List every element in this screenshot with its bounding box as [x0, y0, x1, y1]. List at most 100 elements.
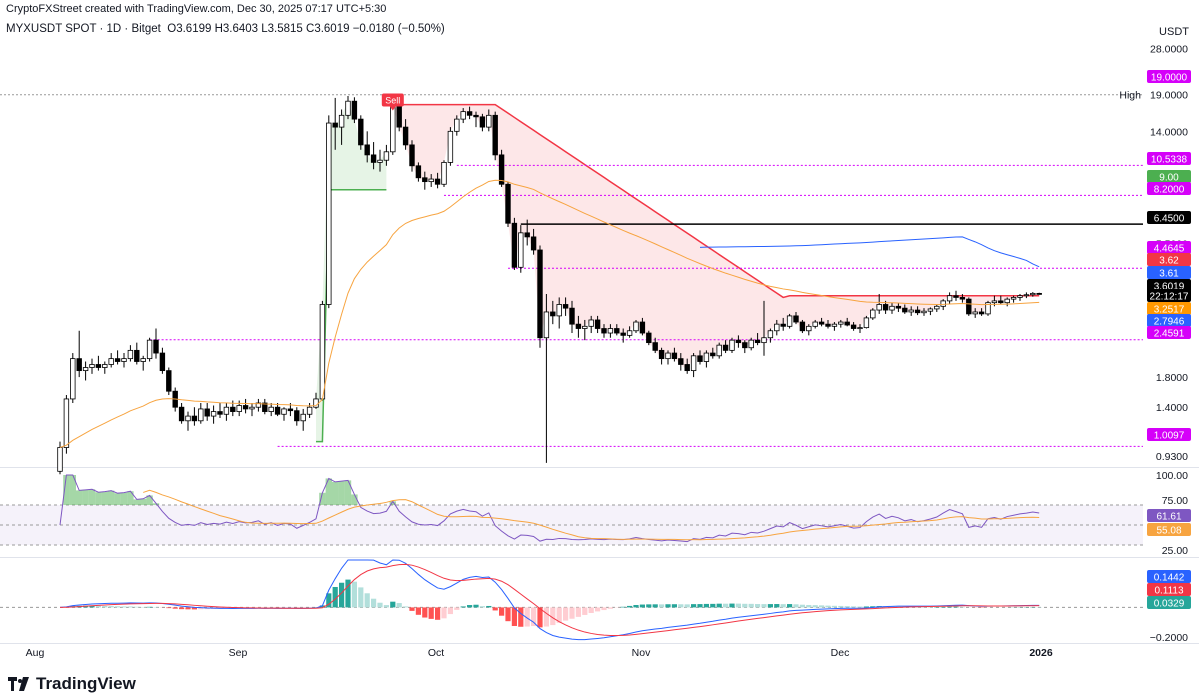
candle: [434, 172, 441, 189]
candle: [95, 355, 102, 371]
macd-histogram-bar: [639, 604, 645, 608]
candle: [524, 219, 530, 246]
macd-tag-bg: [1147, 570, 1191, 583]
macd-histogram-bar: [518, 607, 524, 627]
macd-histogram-bar: [409, 607, 415, 611]
macd-histogram-bar: [825, 605, 831, 608]
candle: [998, 295, 1004, 305]
candle-body: [466, 111, 473, 116]
macd-histogram-bar: [499, 607, 505, 616]
candle-body: [620, 332, 626, 336]
candle-body: [697, 355, 703, 362]
macd-histogram-bar: [339, 582, 345, 608]
candle: [428, 174, 434, 187]
macd-histogram-bar: [396, 603, 402, 608]
price-tag-bg: [1147, 302, 1191, 315]
candle: [127, 345, 134, 362]
macd-tag: 0.0329: [1147, 596, 1191, 610]
candle-body: [409, 144, 415, 167]
candle-body: [844, 321, 850, 326]
macd-histogram-bar: [857, 606, 863, 608]
candle: [223, 403, 230, 421]
candle-body: [588, 319, 594, 327]
candle-body: [223, 406, 230, 415]
candle-body: [396, 104, 402, 128]
symbol-legend: MYXUSDT SPOT · 1D · Bitget O3.6199 H3.64…: [6, 23, 445, 35]
macd-tag: 0.1113: [1147, 583, 1191, 597]
candle-body: [742, 342, 748, 349]
macd-histogram-bar: [844, 606, 850, 608]
candle: [646, 330, 652, 346]
price-tag-bg: [1147, 314, 1191, 327]
candle: [850, 322, 857, 331]
candle: [262, 398, 268, 415]
candle: [537, 245, 543, 348]
macd-histogram-bar: [332, 586, 338, 608]
candle: [498, 149, 505, 187]
candle: [710, 347, 716, 359]
macd-histogram-bar: [460, 606, 466, 608]
time-axis-tick: Dec: [831, 647, 850, 659]
price-tag: 3.61: [1147, 266, 1191, 280]
price-tag: 19.0000: [1147, 70, 1191, 84]
candle: [486, 109, 492, 132]
candle-body: [786, 315, 793, 327]
candle: [198, 403, 204, 424]
candle: [678, 353, 684, 371]
candle: [249, 403, 255, 417]
candle-body: [249, 406, 255, 410]
candle: [159, 347, 166, 374]
price-axis-tick: 14.0000: [1150, 126, 1188, 138]
candle: [825, 319, 831, 329]
macd-histogram-bar: [671, 604, 677, 608]
macd-histogram-bar: [831, 605, 837, 608]
macd-histogram-bar: [492, 607, 498, 611]
candle-body: [377, 159, 383, 163]
candle-body: [991, 300, 998, 304]
candle: [722, 340, 729, 354]
price-tag: 1.0097: [1147, 428, 1191, 442]
candle-body: [146, 339, 153, 360]
macd-histogram-bar: [364, 593, 370, 608]
candle-body: [486, 114, 492, 128]
macd-tag-bg: [1147, 596, 1191, 609]
candle: [703, 350, 710, 368]
macd-histogram-bar: [799, 604, 805, 608]
candle-body: [998, 300, 1004, 304]
macd-histogram-bar: [556, 607, 562, 623]
time-axis-tick: Aug: [26, 647, 45, 659]
macd-histogram-bar: [563, 607, 569, 621]
macd-histogram-bar: [377, 602, 383, 608]
macd-histogram-bar: [115, 606, 121, 608]
candle: [1017, 294, 1023, 301]
chart-canvas[interactable]: Sell28.000014.00009.00007.00005.50001.80…: [0, 0, 1199, 668]
candle: [543, 294, 550, 463]
candle: [876, 294, 882, 314]
candle: [114, 350, 121, 365]
macd-signal-line: [59, 563, 1040, 637]
price-tag-text: 19.0000: [1151, 73, 1188, 84]
candle-body: [358, 118, 364, 146]
candle-body: [274, 406, 281, 415]
price-tag: 3.2517: [1147, 302, 1191, 316]
candle-body: [57, 447, 63, 472]
macd-histogram-bar: [422, 607, 428, 618]
candle: [479, 113, 486, 132]
candle-body: [870, 309, 876, 319]
candle-body: [562, 304, 569, 309]
macd-histogram-bar: [524, 607, 530, 627]
candle-body: [857, 327, 863, 330]
macd-histogram-bar: [390, 601, 396, 608]
macd-histogram-bar: [607, 607, 613, 609]
candle: [633, 319, 639, 334]
candle: [857, 324, 863, 334]
macd-histogram-bar: [435, 607, 441, 620]
candle-body: [198, 408, 204, 422]
candle: [242, 398, 249, 414]
candle: [402, 119, 409, 150]
candle-body: [601, 328, 607, 334]
rsi-tag-bg: [1147, 509, 1191, 522]
candle: [454, 115, 460, 136]
macd-histogram-bar: [550, 607, 556, 626]
candle-body: [1023, 294, 1030, 297]
